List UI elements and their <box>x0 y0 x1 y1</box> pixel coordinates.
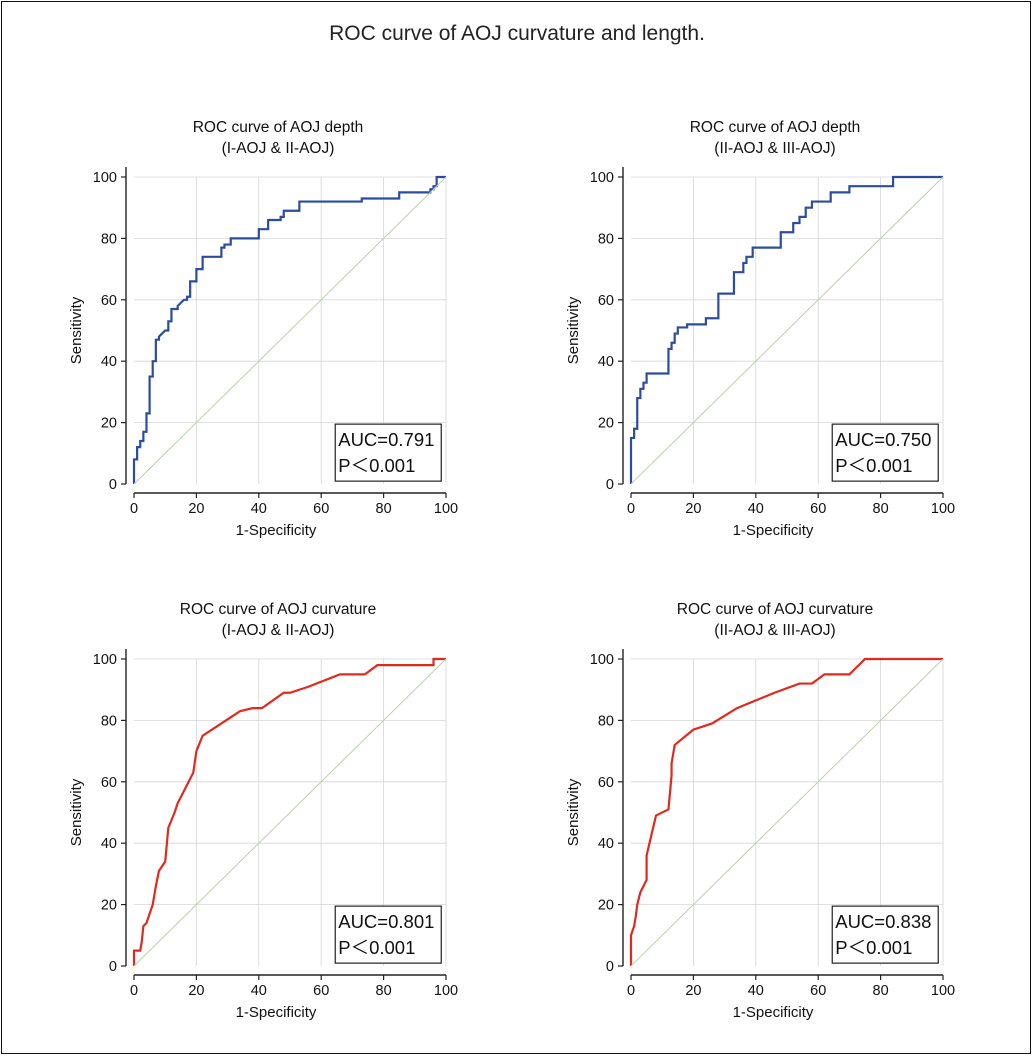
y-axis-label: Sensitivity <box>68 296 85 364</box>
y-axis-label: Sensitivity <box>565 296 582 364</box>
y-tick-label: 40 <box>101 354 117 370</box>
x-tick-label: 40 <box>748 983 764 999</box>
roc-curve <box>132 175 446 484</box>
y-tick-label: 0 <box>109 477 117 493</box>
chart-subtitle: (I-AOJ & II-AOJ) <box>222 622 335 639</box>
y-tick-label: 80 <box>598 231 614 247</box>
x-tick-label: 100 <box>931 501 955 517</box>
roc-curve <box>629 657 943 966</box>
y-tick-label: 20 <box>101 898 117 914</box>
x-tick-label: 0 <box>130 501 138 517</box>
y-tick-label: 20 <box>598 416 614 432</box>
auc-value: AUC=0.791 <box>338 429 434 450</box>
y-tick-label: 20 <box>101 416 117 432</box>
y-tick-label: 80 <box>598 713 614 729</box>
p-value: P＜0.001 <box>338 455 415 476</box>
reference-diagonal <box>630 176 944 485</box>
x-tick-label: 60 <box>810 983 826 999</box>
p-value: P＜0.001 <box>835 455 912 476</box>
y-tick-label: 60 <box>101 775 117 791</box>
auc-annotation-box <box>334 423 442 482</box>
y-tick-label: 20 <box>598 898 614 914</box>
x-tick-label: 20 <box>188 501 204 517</box>
x-tick-label: 60 <box>313 501 329 517</box>
x-tick-label: 100 <box>434 501 458 517</box>
x-tick-label: 100 <box>434 983 458 999</box>
reference-diagonal <box>630 658 944 967</box>
x-axis-label: 1-Specificity <box>236 1004 317 1021</box>
x-tick-label: 80 <box>376 501 392 517</box>
y-tick-label: 100 <box>590 170 614 186</box>
auc-value: AUC=0.750 <box>835 429 931 450</box>
y-tick-label: 0 <box>606 477 614 493</box>
x-tick-label: 100 <box>931 983 955 999</box>
x-tick-label: 0 <box>627 501 635 517</box>
reference-diagonal <box>133 658 447 967</box>
reference-diagonal <box>133 176 447 485</box>
roc-panel-depth-ii-iii: ROC curve of AOJ depth (II-AOJ & III-AOJ)… <box>565 119 955 539</box>
y-tick-label: 0 <box>109 959 117 975</box>
p-value: P＜0.001 <box>835 937 912 958</box>
chart-title: ROC curve of AOJ depth <box>690 119 861 136</box>
figure-title: ROC curve of AOJ curvature and length. <box>329 22 705 45</box>
y-axis-label: Sensitivity <box>68 778 85 846</box>
y-tick-label: 100 <box>590 652 614 668</box>
roc-curve <box>132 657 446 966</box>
y-tick-label: 40 <box>598 354 614 370</box>
x-tick-label: 0 <box>130 983 138 999</box>
roc-panel-curvature-i-ii: ROC curve of AOJ curvature (I-AOJ & II-AO… <box>68 601 458 1021</box>
y-tick-label: 0 <box>606 959 614 975</box>
y-tick-label: 60 <box>101 293 117 309</box>
chart-subtitle: (I-AOJ & II-AOJ) <box>222 140 335 157</box>
x-tick-label: 20 <box>685 983 701 999</box>
y-tick-label: 80 <box>101 231 117 247</box>
auc-value: AUC=0.801 <box>338 911 434 932</box>
y-axis-label: Sensitivity <box>565 778 582 846</box>
x-tick-label: 0 <box>627 983 635 999</box>
roc-panel-depth-i-ii: ROC curve of AOJ depth (I-AOJ & II-AOJ) 0 2… <box>68 119 458 539</box>
y-tick-label: 60 <box>598 775 614 791</box>
p-value: P＜0.001 <box>338 937 415 958</box>
x-axis-label: 1-Specificity <box>733 1004 814 1021</box>
y-tick-label: 40 <box>101 836 117 852</box>
x-tick-label: 20 <box>188 983 204 999</box>
x-tick-label: 40 <box>251 983 267 999</box>
chart-subtitle: (II-AOJ & III-AOJ) <box>714 140 835 157</box>
x-tick-label: 20 <box>685 501 701 517</box>
chart-title: ROC curve of AOJ depth <box>193 119 364 136</box>
chart-title: ROC curve of AOJ curvature <box>180 601 376 618</box>
x-tick-label: 40 <box>251 501 267 517</box>
auc-annotation-box <box>831 905 939 964</box>
x-tick-label: 60 <box>313 983 329 999</box>
x-tick-label: 80 <box>873 501 889 517</box>
y-tick-label: 80 <box>101 713 117 729</box>
auc-value: AUC=0.838 <box>835 911 931 932</box>
roc-panel-curvature-ii-iii: ROC curve of AOJ curvature (II-AOJ & III-… <box>565 601 955 1021</box>
x-tick-label: 40 <box>748 501 764 517</box>
x-tick-label: 60 <box>810 501 826 517</box>
roc-curve <box>629 175 943 484</box>
x-axis-label: 1-Specificity <box>236 522 317 539</box>
y-tick-label: 100 <box>93 170 117 186</box>
x-tick-label: 80 <box>376 983 392 999</box>
x-axis-label: 1-Specificity <box>733 522 814 539</box>
auc-annotation-box <box>334 905 442 964</box>
y-tick-label: 40 <box>598 836 614 852</box>
chart-title: ROC curve of AOJ curvature <box>677 601 873 618</box>
auc-annotation-box <box>831 423 939 482</box>
y-tick-label: 100 <box>93 652 117 668</box>
y-tick-label: 60 <box>598 293 614 309</box>
x-tick-label: 80 <box>873 983 889 999</box>
chart-subtitle: (II-AOJ & III-AOJ) <box>714 622 835 639</box>
